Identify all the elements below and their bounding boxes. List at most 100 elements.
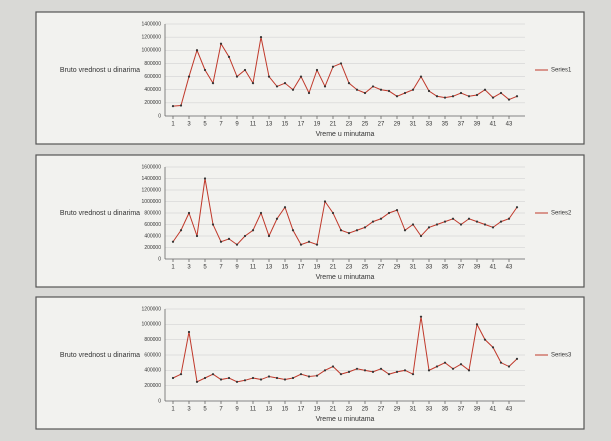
y-tick-label: 1600000 — [142, 164, 162, 170]
y-tick-label: 1000000 — [142, 199, 162, 205]
data-point — [203, 177, 207, 180]
data-point — [339, 229, 343, 232]
x-axis-label: Vreme u minutama — [316, 131, 375, 138]
legend-label: Series2 — [551, 211, 572, 217]
legend-label: Series3 — [551, 353, 572, 359]
x-tick-label: 3 — [187, 122, 191, 128]
y-tick-label: 0 — [158, 256, 161, 262]
data-point — [355, 367, 359, 370]
data-point — [291, 229, 295, 232]
y-axis-label: Bruto vrednost u dinarima — [60, 352, 140, 359]
x-tick-label: 43 — [506, 265, 513, 271]
data-point — [219, 42, 223, 45]
data-point — [179, 373, 183, 376]
data-point — [307, 375, 311, 378]
y-tick-label: 400000 — [144, 368, 161, 374]
data-point — [227, 237, 231, 240]
y-tick-label: 0 — [158, 398, 161, 404]
x-tick-label: 35 — [442, 122, 449, 128]
data-point — [179, 104, 183, 107]
x-tick-label: 31 — [410, 407, 417, 413]
x-tick-label: 31 — [410, 265, 417, 271]
data-point — [435, 365, 439, 368]
x-tick-label: 11 — [250, 265, 257, 271]
data-point — [235, 75, 239, 78]
x-tick-label: 21 — [330, 407, 337, 413]
chart-frame — [35, 296, 585, 430]
data-point — [395, 370, 399, 373]
data-point — [187, 211, 191, 215]
x-tick-label: 17 — [298, 407, 305, 413]
data-point — [251, 229, 255, 232]
x-tick-label: 5 — [203, 265, 207, 271]
y-tick-label: 800000 — [144, 337, 161, 343]
data-point — [451, 95, 455, 98]
x-tick-label: 15 — [282, 407, 289, 413]
y-tick-label: 1200000 — [142, 187, 162, 193]
data-point — [291, 376, 295, 380]
data-point — [315, 374, 319, 377]
data-point — [347, 370, 351, 373]
x-tick-label: 11 — [250, 407, 257, 413]
data-point — [275, 217, 279, 220]
data-point — [187, 330, 191, 334]
data-point — [307, 91, 311, 95]
data-point — [299, 243, 303, 246]
data-point — [395, 209, 399, 212]
data-point — [203, 68, 207, 72]
data-point — [355, 229, 359, 232]
x-tick-label: 43 — [506, 407, 513, 413]
x-tick-label: 33 — [426, 407, 433, 413]
data-point — [499, 91, 503, 95]
data-point — [411, 88, 415, 91]
data-point — [475, 220, 479, 223]
data-point — [467, 217, 471, 220]
y-tick-label: 1400000 — [142, 176, 162, 182]
data-point — [435, 223, 439, 226]
data-point — [475, 323, 479, 326]
x-tick-label: 25 — [362, 407, 369, 413]
series-line — [172, 37, 518, 107]
x-tick-label: 39 — [474, 265, 481, 271]
data-point — [259, 36, 263, 39]
x-axis-label: Vreme u minutama — [316, 416, 375, 423]
data-point — [179, 229, 183, 232]
x-tick-label: 21 — [330, 122, 337, 128]
x-tick-label: 23 — [346, 407, 353, 413]
x-tick-label: 27 — [378, 265, 385, 271]
data-point — [339, 373, 343, 376]
data-point — [379, 367, 383, 370]
data-point — [331, 365, 335, 368]
data-point — [491, 226, 495, 229]
data-point — [347, 232, 351, 235]
data-point — [219, 378, 223, 381]
series-line — [172, 178, 518, 246]
data-point — [443, 361, 447, 364]
data-point — [283, 378, 287, 381]
chart-frame — [35, 11, 585, 145]
data-point — [443, 96, 447, 99]
y-tick-label: 800000 — [144, 210, 161, 216]
x-tick-label: 13 — [266, 407, 273, 413]
x-tick-label: 27 — [378, 407, 385, 413]
y-tick-label: 1000000 — [142, 48, 162, 54]
x-tick-label: 19 — [314, 265, 321, 271]
data-point — [331, 65, 335, 68]
x-tick-label: 39 — [474, 407, 481, 413]
x-tick-label: 17 — [298, 122, 305, 128]
y-tick-label: 400000 — [144, 233, 161, 239]
data-point — [275, 85, 279, 88]
data-point — [275, 376, 279, 380]
data-point — [371, 220, 375, 223]
data-point — [195, 234, 199, 238]
data-point — [483, 88, 487, 91]
x-tick-label: 41 — [490, 122, 497, 128]
x-tick-label: 21 — [330, 265, 337, 271]
x-tick-label: 5 — [203, 407, 207, 413]
data-point — [227, 376, 231, 380]
data-point — [323, 85, 327, 88]
x-tick-label: 9 — [235, 265, 239, 271]
data-point — [475, 93, 479, 97]
chart-frame — [35, 154, 585, 288]
data-point — [443, 220, 447, 223]
